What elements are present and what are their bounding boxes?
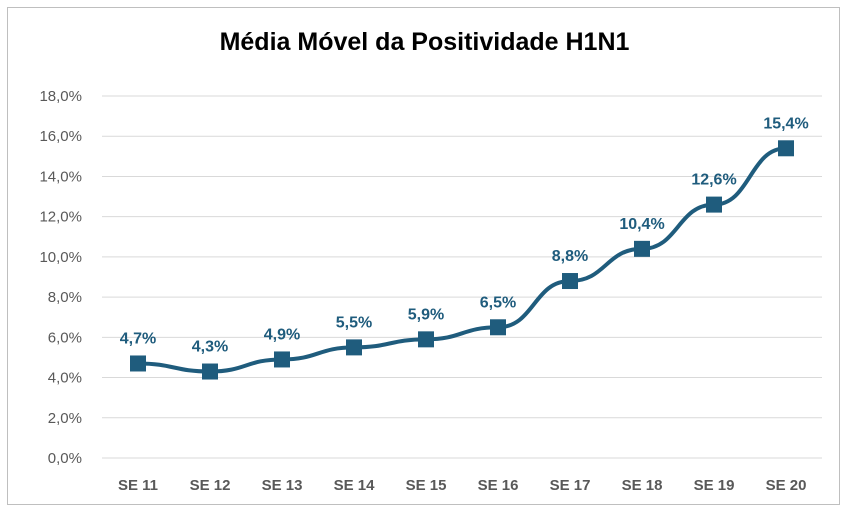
data-point xyxy=(634,240,650,257)
data-point xyxy=(562,273,578,290)
y-tick-label: 14,0% xyxy=(39,168,82,185)
y-tick-label: 8,0% xyxy=(48,289,82,306)
data-point xyxy=(202,363,218,380)
data-label: 10,4% xyxy=(619,216,664,233)
data-point xyxy=(706,196,722,213)
x-tick-label: SE 17 xyxy=(550,477,591,494)
data-point xyxy=(490,319,506,336)
data-point xyxy=(130,355,146,372)
data-label: 4,9% xyxy=(264,326,300,343)
y-tick-label: 18,0% xyxy=(39,88,82,105)
y-tick-label: 2,0% xyxy=(48,410,82,427)
data-label: 15,4% xyxy=(763,115,808,132)
data-label: 4,7% xyxy=(120,330,156,347)
y-tick-label: 6,0% xyxy=(48,329,82,346)
x-tick-label: SE 20 xyxy=(766,477,807,494)
data-point xyxy=(418,331,434,348)
x-tick-label: SE 13 xyxy=(262,477,303,494)
chart-frame xyxy=(7,7,840,505)
chart-title: Média Móvel da Positividade H1N1 xyxy=(219,28,630,56)
data-label: 5,9% xyxy=(408,306,444,323)
x-tick-label: SE 18 xyxy=(622,477,663,494)
y-tick-label: 10,0% xyxy=(39,249,82,266)
data-label: 8,8% xyxy=(552,248,588,265)
y-tick-label: 4,0% xyxy=(48,370,82,387)
x-tick-label: SE 12 xyxy=(190,477,231,494)
data-point xyxy=(274,351,290,368)
y-tick-label: 12,0% xyxy=(39,209,82,226)
data-label: 12,6% xyxy=(691,172,736,189)
data-label: 6,5% xyxy=(480,294,516,311)
x-tick-label: SE 14 xyxy=(334,477,376,494)
y-tick-label: 0,0% xyxy=(48,450,82,467)
x-tick-label: SE 15 xyxy=(406,477,447,494)
data-point xyxy=(778,140,794,157)
x-tick-label: SE 16 xyxy=(478,477,519,494)
data-point xyxy=(346,339,362,356)
series-line xyxy=(137,146,787,374)
data-label: 4,3% xyxy=(192,339,228,356)
x-tick-label: SE 11 xyxy=(118,477,158,494)
data-label: 5,5% xyxy=(336,314,372,331)
y-tick-label: 16,0% xyxy=(39,128,82,145)
x-tick-label: SE 19 xyxy=(694,477,735,494)
